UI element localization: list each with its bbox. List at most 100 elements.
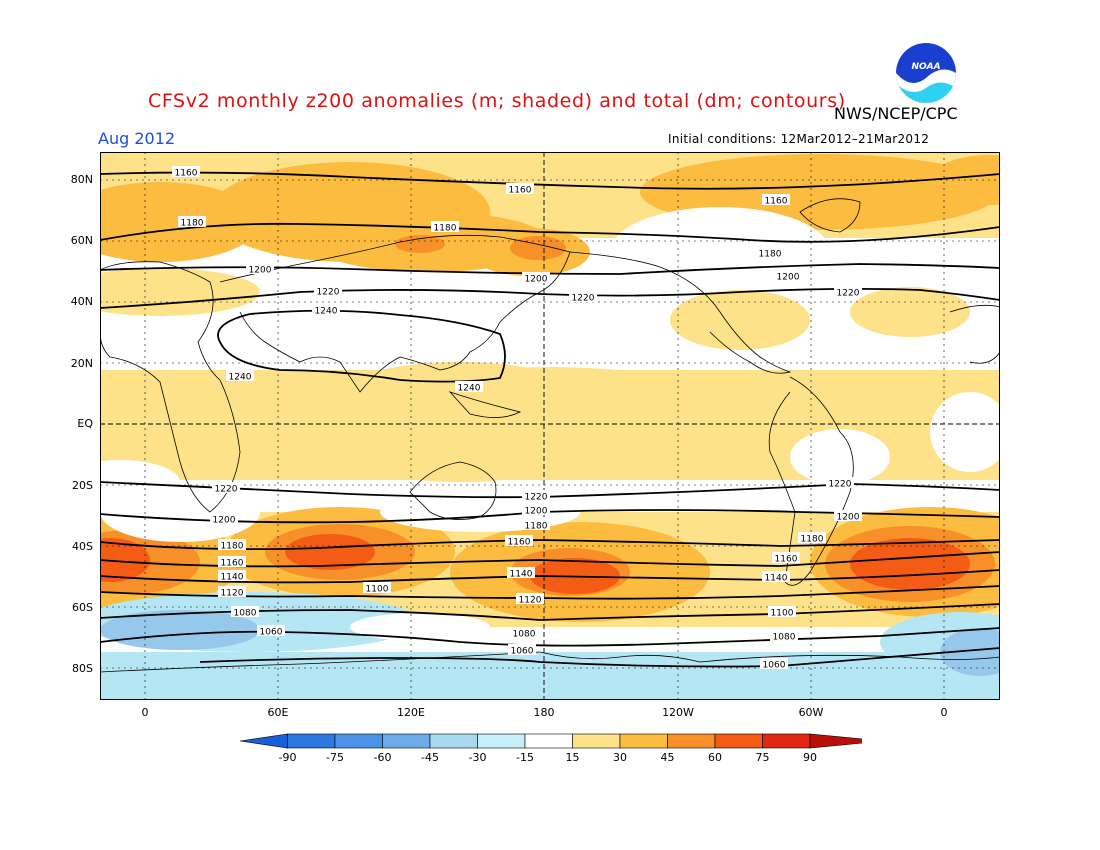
contour-label: 1140 — [765, 574, 788, 584]
contour-label-bg — [507, 567, 535, 578]
contour-label-bg — [226, 370, 254, 381]
longitude-label: 120E — [397, 706, 425, 719]
contour-label: 1200 — [249, 266, 272, 276]
latitude-label: 40N — [70, 295, 93, 308]
contour-label-bg — [314, 285, 342, 296]
contour-label: 1100 — [366, 585, 389, 595]
longitude-label: 120W — [662, 706, 694, 719]
contour-label: 1080 — [773, 633, 796, 643]
colorbar-swatch — [667, 733, 716, 749]
colorbar-label: -30 — [468, 751, 487, 764]
contour-label-bg — [218, 586, 246, 597]
forecast-period: Aug 2012 — [98, 129, 176, 148]
longitude-label: 0 — [940, 706, 948, 719]
contour-label: 1220 — [572, 294, 595, 304]
coastlines — [100, 198, 1000, 673]
contour-label-bg — [455, 381, 483, 392]
contour-label: 1180 — [759, 250, 782, 260]
colorbar — [240, 733, 862, 749]
colorbar-swatch — [714, 733, 763, 749]
contour-label: 1160 — [221, 559, 244, 569]
latitude-label: 80S — [72, 662, 93, 675]
contour-label-bg — [231, 606, 259, 617]
contour-label: 1160 — [175, 169, 198, 179]
contour-label: 1180 — [181, 219, 204, 229]
logo-text: NOAA — [911, 62, 940, 72]
colorbar-swatch — [809, 733, 862, 749]
colorbar-swatch — [429, 733, 478, 749]
contour-label-bg — [516, 593, 544, 604]
contour-label: 1240 — [229, 373, 252, 383]
contour-label: 1160 — [508, 538, 531, 548]
contour-label: 1240 — [458, 384, 481, 394]
contour-label: 1220 — [837, 289, 860, 299]
latitude-label: 60N — [70, 234, 93, 247]
colorbar-label: -60 — [373, 751, 392, 764]
anomaly-shading — [100, 152, 1000, 700]
contour-label-bg — [522, 519, 550, 530]
colorbar-swatch — [477, 733, 526, 749]
contour-label-bg — [218, 539, 246, 550]
contour-label-bg — [510, 627, 538, 638]
contour-label-bg — [774, 270, 802, 281]
contour-label-bg — [312, 304, 340, 315]
map-frame — [100, 152, 1000, 700]
initial-conditions-label: Initial conditions: 12Mar2012–21Mar2012 — [668, 132, 930, 146]
chart-title: CFSv2 monthly z200 anomalies (m; shaded)… — [148, 90, 846, 112]
contour-label: 1200 — [837, 513, 860, 523]
contour-label-bg — [756, 247, 784, 258]
colorbar-swatch — [287, 733, 336, 749]
contour-label: 1080 — [234, 609, 257, 619]
contour-label: 1180 — [221, 542, 244, 552]
colorbar-swatch — [382, 733, 431, 749]
contour-label: 1200 — [777, 273, 800, 283]
contour-label-bg — [508, 644, 536, 655]
contour-label: 1160 — [509, 186, 532, 196]
contour-label-bg — [210, 513, 238, 524]
contour-label: 1140 — [221, 573, 244, 583]
latitude-label: 60S — [72, 601, 93, 614]
contour-label-bg — [257, 625, 285, 636]
colorbar-label: 60 — [708, 751, 722, 764]
anomaly-map: 1160 1160 1160 1180 1180 1180 1200 1200 1200 1220… — [100, 152, 1000, 700]
contour-label-bg — [569, 291, 597, 302]
latitude-label: EQ — [77, 417, 93, 430]
colorbar-label: 90 — [803, 751, 817, 764]
latitude-label: 40S — [72, 540, 93, 553]
colorbar-label: 15 — [565, 751, 580, 764]
contour-label: 1100 — [771, 609, 794, 619]
longitude-label: 180 — [533, 706, 555, 719]
colorbar-label: -45 — [421, 751, 439, 764]
contour-label: 1240 — [315, 307, 338, 317]
noaa-logo: NOAA — [896, 43, 956, 103]
contour-label-bg — [246, 263, 274, 274]
contour-label-bg — [760, 658, 788, 669]
contour-label: 1060 — [260, 628, 283, 638]
contour-label: 1200 — [213, 516, 236, 526]
colorbar-swatch — [762, 733, 811, 749]
contour-label-bg — [522, 504, 550, 515]
colorbar-swatch — [524, 733, 573, 749]
colorbar-label: -75 — [326, 751, 344, 764]
contour-label-bg — [506, 183, 534, 194]
latitude-label: 80N — [70, 173, 93, 186]
colorbar-swatch — [572, 733, 621, 749]
contour-label-bg — [431, 221, 459, 232]
contour-label: 1120 — [221, 589, 244, 599]
contour-label: 1220 — [317, 288, 340, 298]
contour-label-bg — [768, 606, 796, 617]
colorbar-swatch — [619, 733, 668, 749]
agency-label: NWS/NCEP/CPC — [834, 104, 958, 123]
longitude-label: 60W — [798, 706, 824, 719]
contour-label: 1220 — [525, 493, 548, 503]
longitude-label: 0 — [141, 706, 149, 719]
contour-label: 1220 — [829, 480, 852, 490]
contour-label: 1060 — [763, 661, 786, 671]
contour-label-bg — [522, 490, 550, 501]
contour-label: 1160 — [765, 197, 788, 207]
contour-label: 1060 — [511, 647, 534, 657]
contour-label: 1200 — [525, 275, 548, 285]
contour-label: 1160 — [775, 555, 798, 565]
contour-label-bg — [762, 571, 790, 582]
contour-label-bg — [218, 570, 246, 581]
